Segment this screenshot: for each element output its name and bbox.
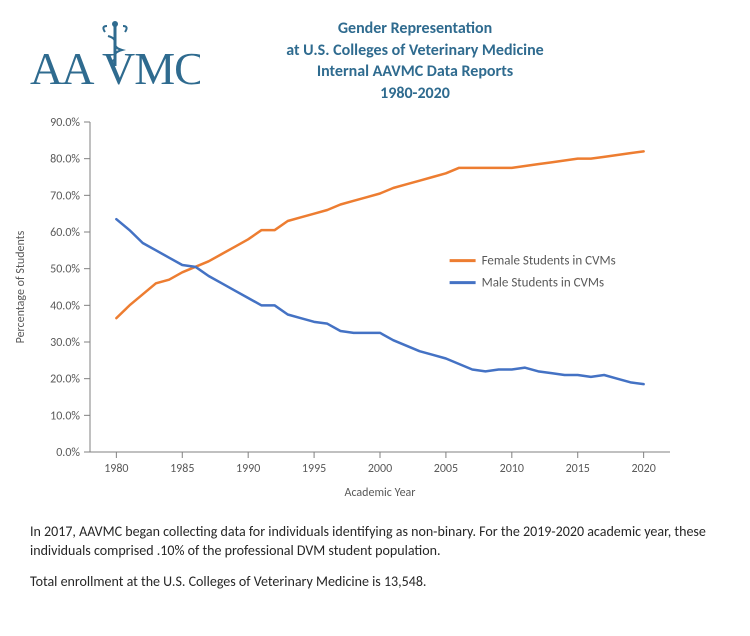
title-line-2: at U.S. Colleges of Veterinary Medicine (220, 40, 610, 62)
svg-text:2000: 2000 (368, 462, 392, 476)
svg-text:2015: 2015 (566, 462, 590, 476)
svg-text:1990: 1990 (236, 462, 260, 476)
svg-text:2010: 2010 (500, 462, 524, 476)
chart-title: Gender Representation at U.S. Colleges o… (220, 18, 720, 104)
svg-text:40.0%: 40.0% (50, 300, 80, 314)
svg-text:80.0%: 80.0% (50, 153, 80, 167)
svg-text:10.0%: 10.0% (50, 410, 80, 424)
svg-text:2020: 2020 (631, 462, 655, 476)
svg-text:30.0%: 30.0% (50, 336, 80, 350)
svg-text:2005: 2005 (434, 462, 458, 476)
title-line-3: Internal AAVMC Data Reports (220, 61, 610, 83)
svg-text:1980: 1980 (104, 462, 128, 476)
svg-text:0.0%: 0.0% (56, 446, 80, 460)
footnotes: In 2017, AAVMC began collecting data for… (0, 517, 750, 592)
svg-text:70.0%: 70.0% (50, 190, 80, 204)
svg-text:1985: 1985 (170, 462, 194, 476)
title-line-1: Gender Representation (220, 18, 610, 40)
svg-text:1995: 1995 (302, 462, 326, 476)
svg-text:20.0%: 20.0% (50, 373, 80, 387)
title-line-4: 1980-2020 (220, 83, 610, 105)
footnote-2: Total enrollment at the U.S. Colleges of… (30, 573, 720, 592)
svg-text:90.0%: 90.0% (50, 116, 80, 130)
svg-text:Percentage of Students: Percentage of Students (14, 231, 28, 344)
svg-text:VMC: VMC (102, 43, 200, 94)
footnote-1: In 2017, AAVMC began collecting data for… (30, 523, 720, 561)
svg-text:50.0%: 50.0% (50, 263, 80, 277)
aavmc-logo: AA VMC (30, 18, 200, 103)
svg-text:Male Students in CVMs: Male Students in CVMs (482, 276, 605, 291)
svg-text:Academic Year: Academic Year (345, 486, 416, 500)
svg-text:AA: AA (30, 43, 94, 94)
svg-text:60.0%: 60.0% (50, 226, 80, 240)
line-chart: 0.0% 10.0% 20.0% 30.0% 40.0% 50.0% 60.0% 70.0% 8… (0, 112, 750, 517)
svg-text:Female Students in CVMs: Female Students in CVMs (482, 254, 616, 269)
